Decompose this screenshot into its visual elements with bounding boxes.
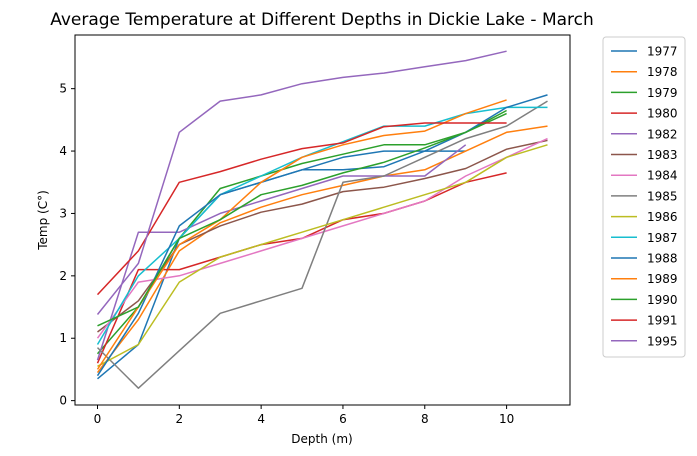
x-tick-label: 2	[175, 412, 183, 426]
plot-lines	[96, 50, 548, 389]
series-line-1995	[96, 50, 507, 315]
legend-label-1991: 1991	[647, 314, 678, 328]
y-axis-ticks: 0 1 2 3 4 5	[59, 82, 75, 408]
series-line-1991	[96, 122, 507, 296]
legend-label-1995: 1995	[647, 334, 678, 348]
x-axis-ticks: 0 2 4 6 8 10	[94, 405, 514, 426]
series-line-1984	[96, 137, 548, 339]
legend-items: 1977 1978 1979 1980 1982 1983 1984 1985 1986 1987…	[611, 45, 678, 348]
legend: 1977 1978 1979 1980 1982 1983 1984 1985 1986 1987…	[602, 36, 686, 358]
series-line-1990	[97, 112, 507, 327]
x-axis-label: Depth (m)	[291, 432, 352, 446]
legend-label-1987: 1987	[647, 231, 678, 245]
series-line-1982	[96, 144, 467, 361]
legend-label-1977: 1977	[647, 45, 678, 59]
legend-box	[602, 36, 686, 358]
legend-label-1979: 1979	[647, 86, 678, 100]
y-tick-label: 2	[59, 269, 67, 283]
x-tick-label: 0	[94, 412, 102, 426]
y-tick-label: 4	[59, 144, 67, 158]
legend-label-1986: 1986	[647, 210, 678, 224]
series-line-1986	[97, 144, 548, 367]
series-line-1988	[96, 94, 548, 377]
y-tick-label: 1	[59, 331, 67, 345]
legend-label-1978: 1978	[647, 65, 678, 79]
legend-label-1984: 1984	[647, 169, 678, 183]
legend-label-1990: 1990	[647, 293, 678, 307]
series-line-1978	[96, 125, 548, 374]
x-tick-label: 8	[421, 412, 429, 426]
legend-label-1988: 1988	[647, 252, 678, 266]
y-axis-label: Temp (C°)	[36, 190, 50, 251]
x-tick-label: 4	[257, 412, 265, 426]
series-line-1987	[96, 106, 548, 345]
x-tick-label: 10	[499, 412, 514, 426]
series-line-1985	[96, 100, 548, 389]
x-tick-label: 6	[339, 412, 347, 426]
y-tick-label: 3	[59, 206, 67, 220]
legend-label-1982: 1982	[647, 127, 678, 141]
legend-label-1983: 1983	[647, 148, 678, 162]
plot-frame	[74, 34, 571, 406]
legend-label-1980: 1980	[647, 107, 678, 121]
y-tick-label: 5	[59, 82, 67, 96]
y-tick-label: 0	[59, 394, 67, 408]
legend-label-1985: 1985	[647, 189, 678, 203]
chart-title: Average Temperature at Different Depths …	[50, 10, 594, 30]
legend-label-1989: 1989	[647, 272, 678, 286]
series-line-1989	[96, 99, 507, 370]
